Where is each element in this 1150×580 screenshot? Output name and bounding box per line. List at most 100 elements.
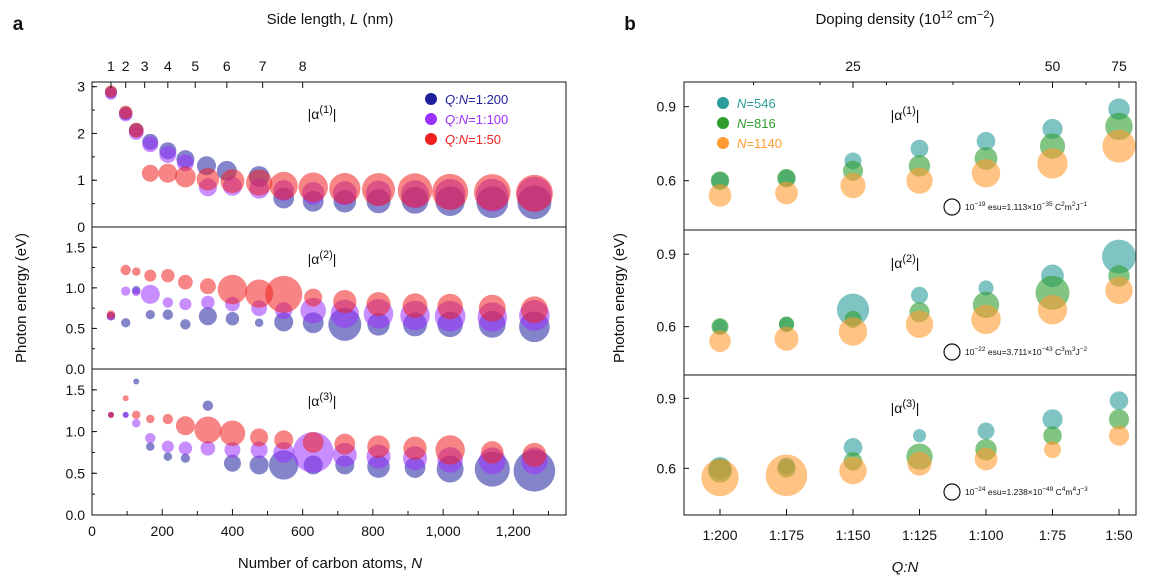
scale-u2: 3 [1072,346,1076,353]
bubble-a3-s2-p16 [522,442,547,467]
bubble-a2-s0-p1 [121,318,131,328]
xtick-label-b-0: 1:200 [702,527,737,543]
scale-base: 10 [965,202,975,212]
bubble-a2-s2-p11 [333,290,357,314]
bubble-b3-s2-c4 [974,447,998,471]
alpha-order: (2) [902,253,915,265]
xtick-label-b-2: 1:150 [835,527,870,543]
xtick-label-b-5: 1:75 [1039,527,1066,543]
panel-letter-b: b [624,14,636,35]
ytick-label-b3-0: 0.6 [657,460,677,476]
bubble-b1-s0-c3 [910,139,929,158]
panel-a: a Side length, L (nm)0123|α(1)|0.00.51.01… [13,11,567,572]
ytick-label-b1-1: 0.9 [657,99,677,115]
top-axis-label-b-exp: 12 [941,9,953,21]
legend-a-colon: : [455,112,459,127]
bubble-a3-s2-p7 [219,420,246,446]
xtick-label-a-1: 200 [151,523,175,539]
scale-m: m [1065,487,1072,497]
xlabel-a-text: Number of carbon atoms, [238,555,411,572]
bubble-a3-s0-p2 [133,378,140,385]
scale-exp2: −43 [1042,346,1053,353]
bubble-a1-s2-p10 [298,172,328,202]
legend-b-label-1: N=816 [737,116,776,131]
legend-a-n: N [459,92,469,107]
xtick-label-a-5: 1,000 [426,523,461,539]
bubble-a1-s2-p11 [329,173,361,205]
scale-unit: C [1053,487,1062,497]
alpha-bar: | [916,107,920,123]
top-tick-label-b-1: 50 [1045,58,1061,74]
bubble-a1-s1-p4 [159,145,177,164]
xlabel-a-var: N [411,555,422,572]
alpha-symbol: |α [308,106,320,122]
top-axis-label-a-part: Side length, [267,11,350,28]
legend-a-marker-1 [425,113,437,125]
xtick-label-b-4: 1:100 [968,527,1003,543]
alpha-symbol: |α [891,107,903,123]
bubble-a1-s2-p2 [128,122,144,138]
bubble-a2-s1-p3 [140,284,160,304]
ytick-label-a3-0: 0.0 [66,507,86,523]
bubble-a1-s2-p7 [220,169,245,194]
alpha-order: (3) [319,391,332,403]
bubble-b3-s1-c5 [1043,426,1062,445]
bubble-a1-s2-p16 [515,174,553,212]
ytick-label-a2-3: 1.5 [66,239,86,255]
bubble-a3-s1-p5 [178,441,193,455]
bubble-b1-s2-c2 [840,173,866,199]
frame-a-3 [91,368,567,516]
legend-b-n: N [737,136,747,151]
bubble-a2-s2-p2 [131,267,141,276]
bubble-a3-s1-p1 [122,411,129,418]
bubble-a1-s1-p5 [176,154,194,172]
bubble-a3-s1-p6 [200,440,216,456]
bubble-a2-s2-p6 [199,278,216,295]
top-axis-label-a: Side length, L (nm) [267,11,394,28]
alpha-order: (1) [902,105,915,117]
top-axis-label-a-var: L [350,11,358,28]
top-tick-label-a-4: 5 [191,58,199,74]
top-tick-label-a-1: 2 [122,58,130,74]
bubble-a1-s2-p0 [104,85,117,98]
bubble-a1-s2-p14 [432,173,469,210]
bubble-a2-s1-p2 [131,287,141,297]
bubble-a3-s2-p12 [367,435,390,458]
bubble-a2-s1-p6 [201,295,215,310]
legend-b-label-2: N=1140 [737,136,782,151]
scale-u1: 4 [1062,486,1066,493]
legend-a-marker-0 [425,93,437,105]
bubble-a2-s0-p6 [198,307,217,326]
xtick-label-b-3: 1:125 [902,527,937,543]
bubble-a3-s2-p15 [481,441,504,464]
bubble-b2-s2-c4 [971,304,1001,335]
bubble-b2-s1-c0 [711,318,729,336]
scale-exp2: −35 [1042,201,1053,208]
bubble-b3-s0-c6 [1109,391,1129,410]
subplot-label-a2: |α(2)| [308,249,337,267]
bubble-a2-s0-p3 [145,309,155,320]
scale-base: 10 [965,347,975,357]
bubble-b2-s0-c4 [978,280,994,296]
xtick-label-a-0: 0 [88,523,96,539]
bubble-a2-s0-p8 [254,318,264,327]
top-tick-label-a-3: 4 [164,58,172,74]
bubble-a3-s2-p2 [131,410,141,420]
subplot-b-2 [709,239,1136,352]
panel-b: b Doping density (1012 cm−2) 0.6 0.9 |α(1)| 1… [611,9,1137,576]
bubble-a2-s2-p9 [265,275,303,313]
bubble-b1-s2-c5 [1037,148,1068,179]
top-tick-label-a-0: 1 [107,58,115,74]
bubble-b1-s0-c4 [976,131,996,151]
legend-b-value: =1140 [746,136,782,151]
scale-circle-b3 [943,483,961,501]
top-axis-label-a-unit: (nm) [358,11,393,28]
scale-exp: −19 [974,201,985,208]
ytick-label-a1-3: 3 [77,79,85,95]
bubble-b3-s1-c6 [1108,409,1130,430]
top-axis-label-b: Doping density (1012 cm−2) [815,9,994,28]
legend-a-label-1: Q:N=1:100 [445,112,508,127]
bubble-b2-s2-c5 [1037,295,1068,325]
bubble-b2-s2-c2 [838,317,868,346]
